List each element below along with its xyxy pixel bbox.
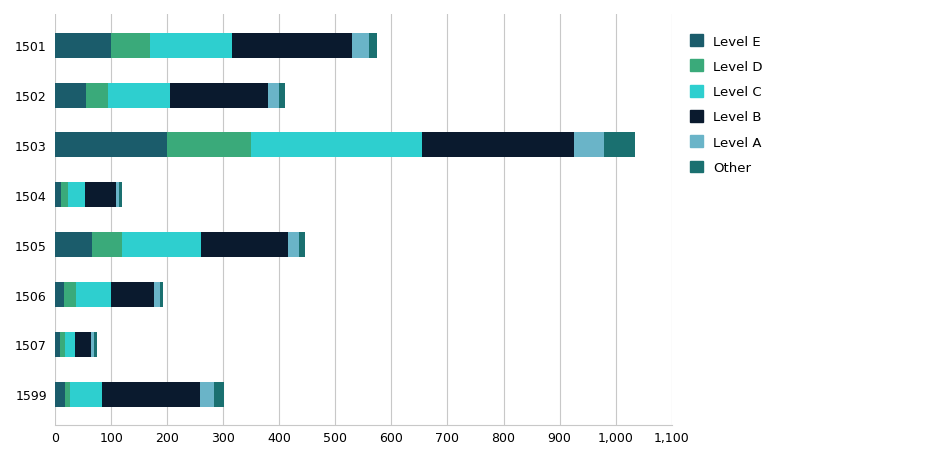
Bar bbox=[119, 183, 122, 208]
Bar bbox=[123, 233, 201, 257]
Bar bbox=[288, 233, 298, 257]
Bar bbox=[268, 84, 279, 108]
Bar bbox=[55, 282, 63, 308]
Bar bbox=[65, 382, 70, 407]
Bar bbox=[201, 233, 288, 257]
Bar bbox=[59, 332, 65, 357]
Bar bbox=[70, 382, 102, 407]
Bar bbox=[63, 282, 76, 308]
Bar bbox=[279, 84, 285, 108]
Bar bbox=[150, 34, 231, 58]
Bar bbox=[55, 34, 111, 58]
Bar bbox=[94, 332, 97, 357]
Bar bbox=[76, 332, 91, 357]
Bar bbox=[65, 332, 76, 357]
Bar bbox=[55, 382, 65, 407]
Bar bbox=[573, 133, 604, 158]
Bar bbox=[214, 382, 225, 407]
Bar bbox=[92, 233, 123, 257]
Bar bbox=[167, 133, 251, 158]
Bar bbox=[85, 183, 116, 208]
Bar bbox=[76, 282, 110, 308]
Bar bbox=[298, 233, 304, 257]
Bar bbox=[55, 84, 86, 108]
Bar bbox=[170, 84, 268, 108]
Bar bbox=[55, 233, 92, 257]
Bar bbox=[60, 183, 67, 208]
Bar bbox=[55, 183, 60, 208]
Bar bbox=[55, 133, 167, 158]
Bar bbox=[91, 332, 94, 357]
Bar bbox=[251, 133, 422, 158]
Bar bbox=[604, 133, 634, 158]
Bar bbox=[231, 34, 352, 58]
Bar bbox=[109, 84, 170, 108]
Bar bbox=[200, 382, 214, 407]
Legend: Level E, Level D, Level C, Level B, Level A, Other: Level E, Level D, Level C, Level B, Leve… bbox=[683, 30, 767, 180]
Bar bbox=[86, 84, 109, 108]
Bar bbox=[422, 133, 573, 158]
Bar bbox=[111, 34, 150, 58]
Bar bbox=[154, 282, 160, 308]
Bar bbox=[55, 332, 59, 357]
Bar bbox=[116, 183, 119, 208]
Bar bbox=[368, 34, 377, 58]
Bar bbox=[67, 183, 85, 208]
Bar bbox=[102, 382, 200, 407]
Bar bbox=[110, 282, 154, 308]
Bar bbox=[160, 282, 162, 308]
Bar bbox=[352, 34, 368, 58]
